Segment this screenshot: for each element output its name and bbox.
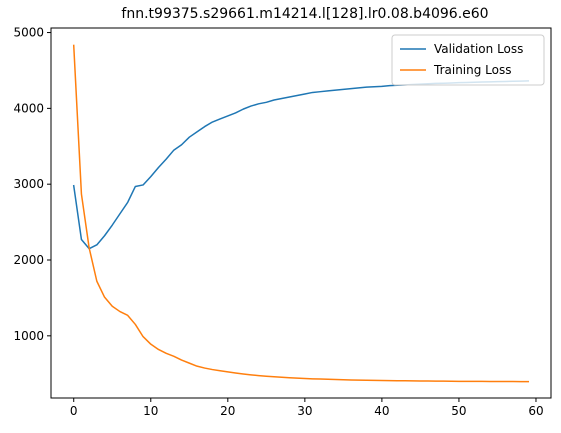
- x-tick-label: 40: [374, 404, 389, 418]
- y-tick-label: 5000: [13, 26, 44, 40]
- x-tick-label: 60: [528, 404, 543, 418]
- x-tick-label: 0: [70, 404, 78, 418]
- y-tick-label: 2000: [13, 253, 44, 267]
- y-tick-label: 1000: [13, 329, 44, 343]
- x-tick-label: 10: [143, 404, 158, 418]
- axes-frame: [50, 27, 552, 399]
- x-axis-ticks: 0 10 20 30 40 50 60: [70, 398, 544, 418]
- x-tick-label: 30: [297, 404, 312, 418]
- chart-title: fnn.t99375.s29661.m14214.l[128].lr0.08.b…: [121, 6, 488, 22]
- y-tick-label: 4000: [13, 101, 44, 115]
- x-tick-label: 20: [220, 404, 235, 418]
- legend: Validation Loss Training Loss: [391, 34, 545, 86]
- legend-label: Validation Loss: [434, 42, 523, 56]
- y-axis-ticks: 1000 2000 3000 4000 5000: [13, 26, 51, 343]
- legend-box: [391, 34, 545, 86]
- legend-label: Training Loss: [433, 63, 511, 77]
- series-line-training-loss: [72, 44, 530, 383]
- x-tick-label: 50: [451, 404, 466, 418]
- y-tick-label: 3000: [13, 177, 44, 191]
